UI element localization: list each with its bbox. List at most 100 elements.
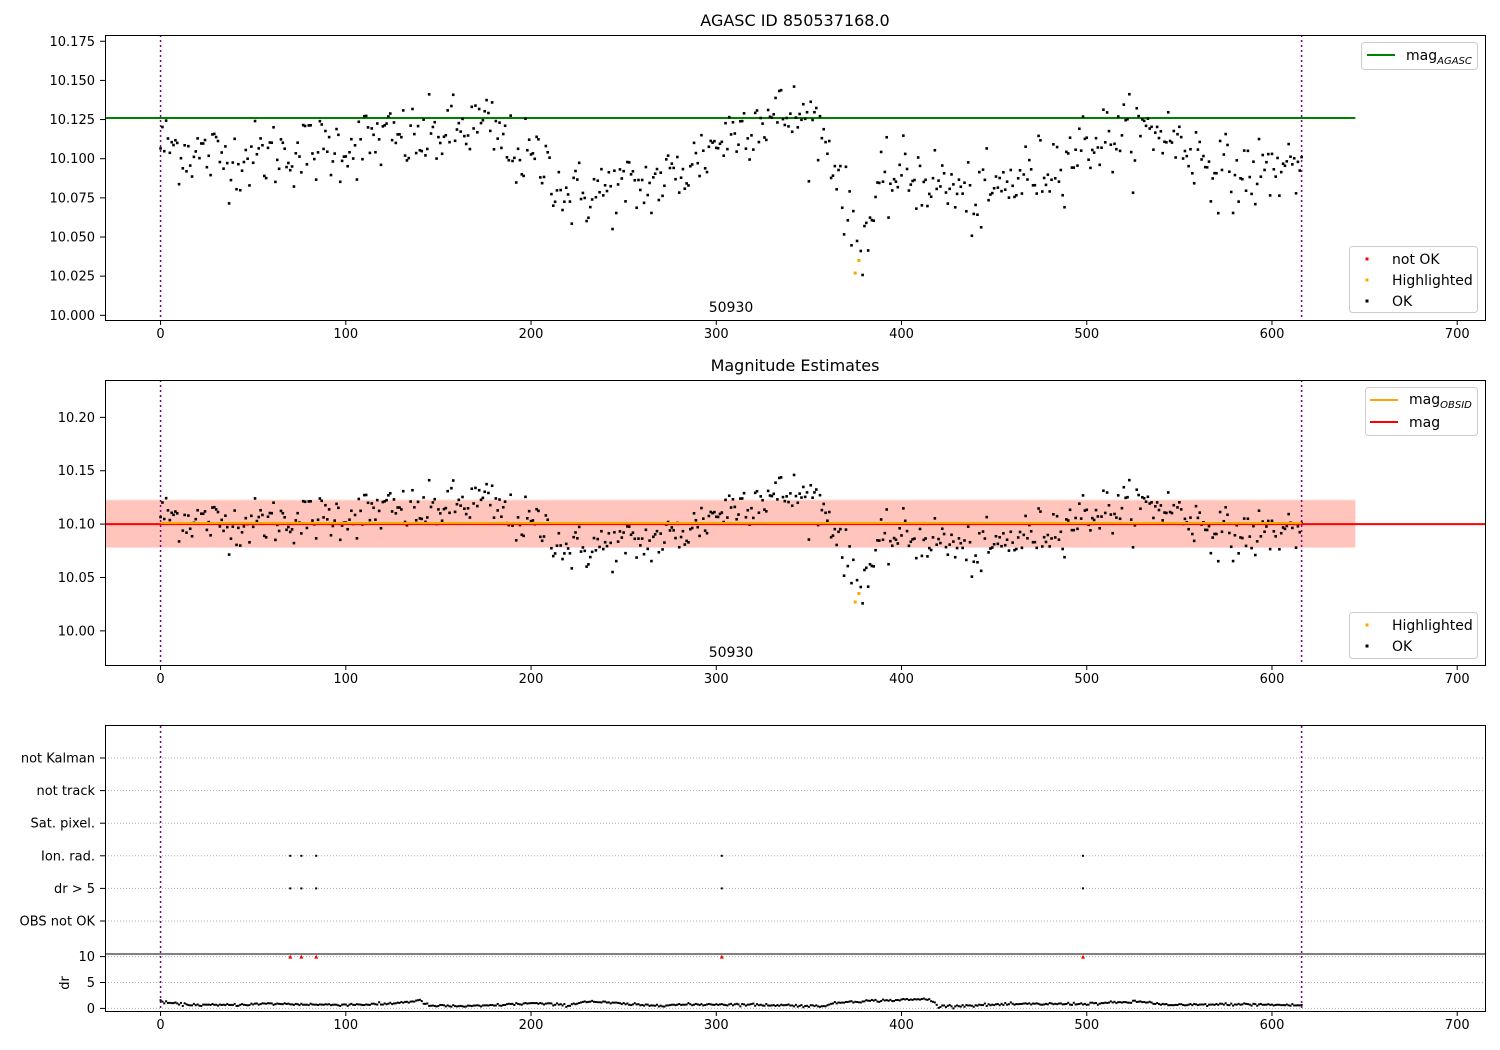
dr-point bbox=[1232, 1004, 1235, 1007]
dr-point bbox=[1039, 1003, 1042, 1006]
ok-point bbox=[683, 543, 687, 546]
ok-point bbox=[509, 114, 512, 117]
ok-point bbox=[427, 93, 431, 96]
ok-point bbox=[392, 498, 396, 501]
dr-point bbox=[611, 1001, 614, 1004]
magnitude-ytick-label: 10.00 bbox=[58, 624, 95, 639]
ok-point bbox=[533, 157, 537, 161]
ok-point bbox=[329, 173, 333, 177]
ok-point bbox=[1103, 511, 1107, 515]
dr-point bbox=[300, 1002, 303, 1005]
ok-point bbox=[929, 548, 933, 552]
dr-point bbox=[994, 1003, 997, 1006]
dr-point bbox=[270, 1002, 273, 1005]
dr-point bbox=[430, 1004, 433, 1007]
dr-point bbox=[344, 1003, 347, 1006]
dr-point bbox=[229, 1003, 232, 1006]
ok-point bbox=[303, 124, 307, 128]
ok-point bbox=[583, 196, 587, 200]
ok-point bbox=[190, 175, 194, 178]
dr-point bbox=[581, 1000, 584, 1003]
ok-point bbox=[374, 518, 377, 521]
ok-point bbox=[1202, 154, 1205, 158]
dr-point bbox=[576, 1002, 579, 1005]
ok-point bbox=[257, 147, 261, 150]
dr-point bbox=[285, 1002, 288, 1005]
ok-point bbox=[1137, 114, 1140, 118]
dr-point bbox=[339, 1004, 342, 1007]
ok-point bbox=[503, 124, 507, 128]
ok-point bbox=[1176, 506, 1179, 509]
ok-point bbox=[1144, 500, 1148, 503]
dr-point bbox=[522, 1002, 525, 1005]
ok-point bbox=[726, 147, 729, 151]
dr-point bbox=[1230, 1002, 1233, 1005]
ok-point bbox=[316, 151, 320, 154]
ok-point bbox=[553, 552, 557, 555]
dr-point bbox=[252, 1003, 255, 1006]
ok-point bbox=[346, 164, 349, 168]
ok-point bbox=[1020, 546, 1024, 550]
ok-point bbox=[879, 518, 883, 521]
ok-point bbox=[372, 506, 375, 510]
ok-point bbox=[396, 506, 399, 509]
ok-point bbox=[1246, 149, 1250, 153]
ok-point bbox=[470, 105, 474, 109]
dr-point bbox=[676, 1003, 679, 1006]
ok-point bbox=[965, 558, 968, 562]
ok-point bbox=[872, 219, 876, 223]
ok-point bbox=[429, 132, 433, 135]
ok-point bbox=[1124, 118, 1127, 122]
ok-point bbox=[601, 194, 605, 197]
dr-point bbox=[1046, 1003, 1049, 1006]
dr-point bbox=[1037, 1002, 1040, 1005]
ok-point bbox=[194, 517, 198, 521]
dr-point bbox=[518, 1003, 521, 1006]
ok-point bbox=[1105, 111, 1109, 114]
ok-point bbox=[375, 122, 379, 125]
dr-point bbox=[1176, 1004, 1179, 1007]
ok-point bbox=[464, 142, 468, 146]
dr-point bbox=[492, 1004, 495, 1007]
ok-point bbox=[1061, 193, 1064, 197]
ok-point bbox=[827, 139, 831, 143]
dr-point bbox=[528, 1002, 531, 1005]
ok-point bbox=[224, 514, 227, 518]
dr-point bbox=[587, 1000, 590, 1003]
dr-point bbox=[1107, 1001, 1110, 1004]
ok-point bbox=[1228, 531, 1231, 535]
dr-point bbox=[817, 1005, 820, 1008]
dr-point bbox=[731, 1004, 734, 1007]
dr-point bbox=[205, 1003, 208, 1006]
ok-point bbox=[985, 515, 989, 519]
ok-point bbox=[1029, 530, 1033, 533]
dr-point bbox=[1267, 1003, 1270, 1006]
ok-point bbox=[729, 133, 733, 136]
ok-point bbox=[218, 525, 222, 528]
ok-point bbox=[940, 164, 944, 167]
dr-point bbox=[1182, 1003, 1185, 1006]
ok-point bbox=[842, 574, 846, 578]
ok-point bbox=[1179, 135, 1183, 139]
dr-point bbox=[863, 1000, 866, 1003]
dr-point bbox=[665, 1004, 668, 1007]
ok-point bbox=[1231, 559, 1235, 563]
ok-point bbox=[683, 187, 687, 190]
ok-point bbox=[450, 104, 453, 108]
ok-point bbox=[301, 123, 305, 127]
ok-point bbox=[1218, 510, 1222, 514]
dr-point bbox=[476, 1004, 479, 1007]
ok-point bbox=[435, 157, 438, 160]
dr-point bbox=[843, 1001, 846, 1004]
dr-point bbox=[1087, 1003, 1090, 1006]
ok-point bbox=[737, 143, 740, 147]
ok-point bbox=[970, 234, 974, 238]
ok-point bbox=[500, 146, 503, 150]
ok-point bbox=[1266, 152, 1270, 156]
dr-point bbox=[972, 1005, 975, 1008]
dr-point bbox=[622, 1002, 625, 1005]
dr-point bbox=[172, 1002, 175, 1005]
dr-point bbox=[333, 1003, 336, 1006]
dr-point bbox=[926, 998, 929, 1001]
dr-point bbox=[826, 1004, 829, 1007]
